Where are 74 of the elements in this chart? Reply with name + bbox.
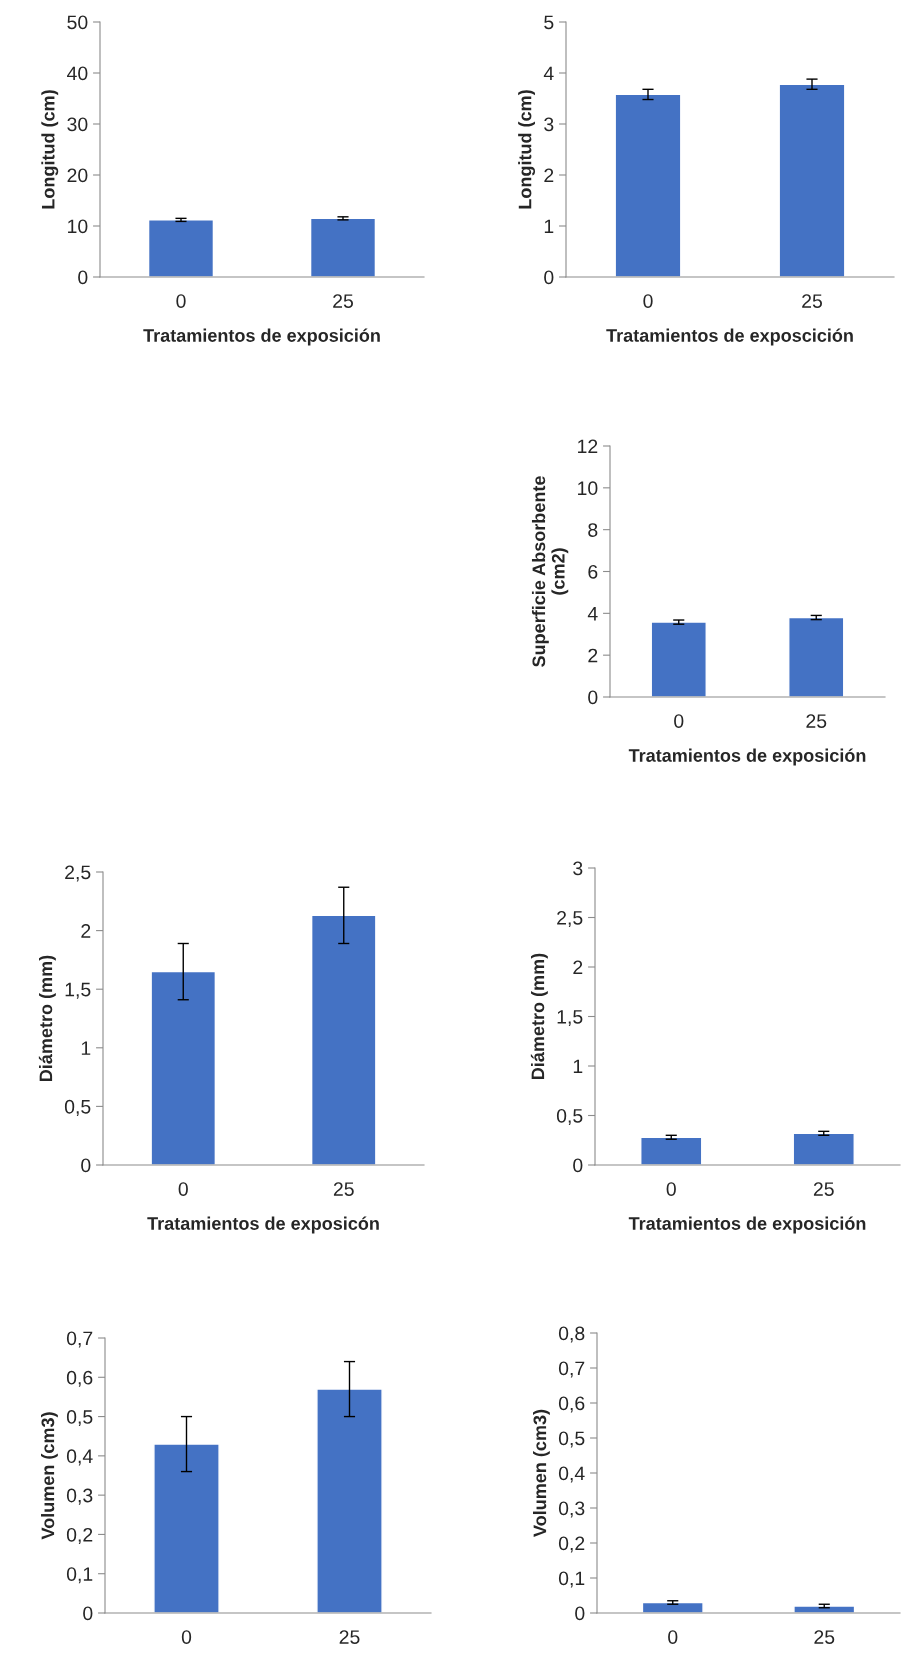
x-tick-label: 0 [666,1182,676,1196]
y-axis-title: Diámetro (mm) [38,955,56,1081]
y-tick-label: 0 [544,270,554,285]
y-tick-label: 0,8 [558,1326,585,1343]
x-axis-title: Tratamientos de exposición [628,1216,866,1234]
y-tick-label: 8 [588,523,598,537]
x-tick-label: 25 [806,714,827,728]
y-tick-label: 30 [67,117,88,132]
y-tick-label: 40 [67,66,88,81]
y-tick-label: 0,7 [66,1331,93,1348]
y-tick-label: 0 [81,1158,91,1173]
y-tick-label: 0 [78,270,88,285]
y-axis-title: Longitud (cm) [41,90,59,209]
y-tick-label: 6 [588,564,598,579]
y-axis-title: Longitud (cm) [518,90,536,209]
y-tick-label: 0,6 [558,1396,585,1413]
y-tick-label: 10 [68,219,88,234]
x-axis-title: Tratamientos de exposicón [147,1216,379,1234]
y-tick-label: 0,3 [558,1501,585,1518]
y-tick-label: 0,7 [558,1361,585,1378]
y-tick-label: 2 [544,168,554,183]
y-tick-label: 0,2 [66,1527,93,1544]
y-tick-label: 3 [573,861,583,876]
y-tick-label: 0,5 [556,1108,583,1126]
y-tick-label: 0,3 [66,1488,93,1505]
y-tick-label: 20 [67,168,88,183]
x-tick-label: 25 [333,1182,354,1196]
y-tick-label: 0,5 [558,1431,585,1448]
y-tick-label: 3 [544,117,554,132]
x-tick-label: 25 [814,1630,835,1644]
x-tick-label: 0 [643,294,653,308]
y-tick-label: 2 [81,924,91,938]
x-tick-label: 0 [181,1630,192,1644]
y-tick-label: 12 [578,439,598,454]
x-tick-label: 25 [802,294,822,308]
y-tick-label: 0 [83,1606,93,1621]
y-tick-label: 0 [573,1158,583,1173]
x-tick-label: 0 [668,1630,678,1644]
y-axis-title: Superficie Absorbente (cm2) [531,476,569,667]
y-tick-label: 1 [573,1059,583,1074]
y-tick-label: 0,4 [558,1466,585,1483]
y-tick-label: 10 [578,481,598,496]
y-tick-label: 0 [588,690,598,705]
y-tick-label: 0 [575,1606,585,1621]
y-tick-label: 0,5 [64,1099,91,1116]
y-tick-label: 1,5 [557,1010,583,1027]
y-tick-label: 0,6 [66,1370,93,1387]
y-tick-label: 4 [543,66,554,81]
y-tick-label: 0,5 [66,1410,93,1427]
x-tick-label: 25 [333,294,353,308]
x-axis-title: Tratamientos de exposcición [606,328,853,346]
y-tick-label: 2,5 [65,865,91,882]
y-tick-label: 1 [544,219,554,234]
x-tick-label: 25 [339,1630,360,1644]
y-axis-title: Volumen (cm3) [41,1412,58,1540]
x-axis-title: Tratamientos de exposición [143,328,380,346]
y-tick-label: 0,2 [558,1536,585,1553]
y-tick-label: 5 [544,15,554,30]
y-axis-title: Volumen (cm3) [533,1409,550,1537]
y-axis-title: Diámetro (mm) [530,953,548,1079]
y-tick-label: 0,4 [66,1449,93,1466]
y-tick-label: 4 [587,607,598,621]
y-tick-label: 2 [588,648,598,663]
y-tick-label: 50 [67,15,88,30]
y-tick-label: 2,5 [557,910,583,928]
y-tick-label: 1 [81,1041,91,1055]
y-tick-label: 1,5 [65,982,91,999]
y-tick-label: 2 [573,960,583,975]
x-axis-title: Tratamientos de exposición [628,748,866,766]
x-tick-label: 25 [813,1182,834,1196]
x-tick-label: 0 [178,1182,188,1196]
x-tick-label: 0 [176,294,186,308]
y-tick-label: 0,1 [66,1567,93,1584]
y-tick-label: 0,1 [558,1571,585,1588]
